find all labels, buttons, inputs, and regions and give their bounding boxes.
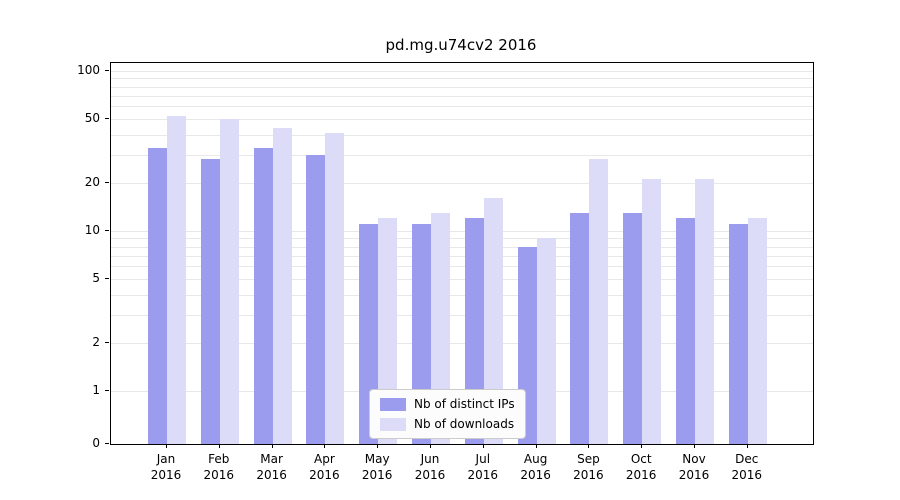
y-tick-mark [105,181,109,183]
legend-item-downloads: Nb of downloads [380,417,515,431]
x-tick-label: Jul 2016 [467,452,499,482]
gridline [111,95,813,97]
x-tick-label: Jan 2016 [150,452,182,482]
y-tick-label: 2 [92,334,100,349]
gridline [111,78,813,80]
bar-distinct_ips-oct [623,212,643,444]
x-tick-label: Apr 2016 [309,452,340,482]
y-tick-label: 1 [92,383,100,397]
x-tick-mark [746,444,748,448]
x-tick-mark [694,444,695,448]
bar-downloads-mar [272,128,292,444]
x-tick-label: Feb 2016 [203,452,235,482]
x-tick-label: Mar 2016 [256,452,287,482]
gridline [111,279,813,281]
bar-distinct_ips-sep [570,212,590,444]
bar-distinct_ips-feb [200,159,220,444]
y-tick-mark [105,278,109,280]
x-tick-label: Nov 2016 [678,452,710,482]
gridline [111,246,813,248]
bar-distinct_ips-dec [728,224,748,444]
gridline [111,134,813,136]
y-tick-mark [105,230,109,231]
bar-distinct_ips-nov [676,218,695,444]
bar-downloads-jan [167,116,186,444]
x-tick-label: Sep 2016 [573,452,604,482]
gridlines-layer [111,63,813,444]
y-tick-label: 10 [84,223,100,237]
y-tick-label: 5 [92,271,100,286]
bar-downloads-dec [747,218,767,444]
gridline [111,71,813,72]
y-tick-mark [105,70,109,71]
y-tick-label: 100 [77,63,100,77]
chart-title: pd.mg.u74cv2 2016 [385,36,537,54]
bar-downloads-nov [695,179,714,444]
gridline [111,255,813,257]
y-tick-mark [105,341,109,343]
plot-area: Nb of distinct IPs Nb of downloads [110,62,814,445]
gridline [111,119,813,121]
legend-swatch-downloads [380,417,406,431]
bar-distinct_ips-jan [148,148,167,444]
y-tick-mark [105,118,109,120]
gridline [111,182,813,184]
x-tick-mark [641,444,643,448]
y-tick-label: 50 [84,111,100,126]
x-tick-mark [166,444,167,448]
x-tick-label: Aug 2016 [520,452,551,482]
x-tick-mark [482,444,484,448]
gridline [111,266,813,268]
bar-distinct_ips-mar [253,148,273,444]
x-tick-label: Oct 2016 [625,452,657,482]
legend: Nb of distinct IPs Nb of downloads [369,389,526,439]
x-tick-mark [430,444,431,448]
legend-label: Nb of distinct IPs [414,397,515,411]
bar-downloads-oct [642,179,662,444]
gridline [111,314,813,316]
gridline [111,342,813,344]
gridline [111,86,813,88]
bars-layer [111,63,813,444]
bar-downloads-sep [589,159,609,444]
x-tick-mark [218,444,220,448]
legend-swatch-distinct_ips [380,397,406,411]
y-tick-mark [105,390,109,391]
x-tick-mark [535,444,537,448]
x-tick-label: Jun 2016 [414,452,446,482]
x-tick-mark [377,444,379,448]
bar-downloads-may [378,218,398,444]
legend-item-distinct_ips: Nb of distinct IPs [380,397,515,411]
bar-distinct_ips-jul [464,218,484,444]
bar-downloads-jun [431,212,450,444]
gridline [111,106,813,108]
gridline [111,231,813,232]
bar-downloads-jul [483,198,503,444]
gridline [111,238,813,240]
legend-label: Nb of downloads [414,417,515,431]
bar-distinct_ips-apr [306,154,326,444]
x-tick-label: Dec 2016 [731,452,763,482]
bar-downloads-apr [325,132,345,444]
x-tick-mark [324,444,326,448]
x-tick-label: May 2016 [361,452,393,482]
x-tick-mark [271,444,273,448]
bar-downloads-feb [219,119,239,444]
y-tick-label: 20 [84,174,100,189]
y-tick-label: 0 [92,436,100,450]
y-tick-mark [105,443,109,444]
bar-downloads-aug [536,238,556,444]
x-tick-mark [588,444,590,448]
gridline [111,154,813,156]
gridline [111,294,813,296]
